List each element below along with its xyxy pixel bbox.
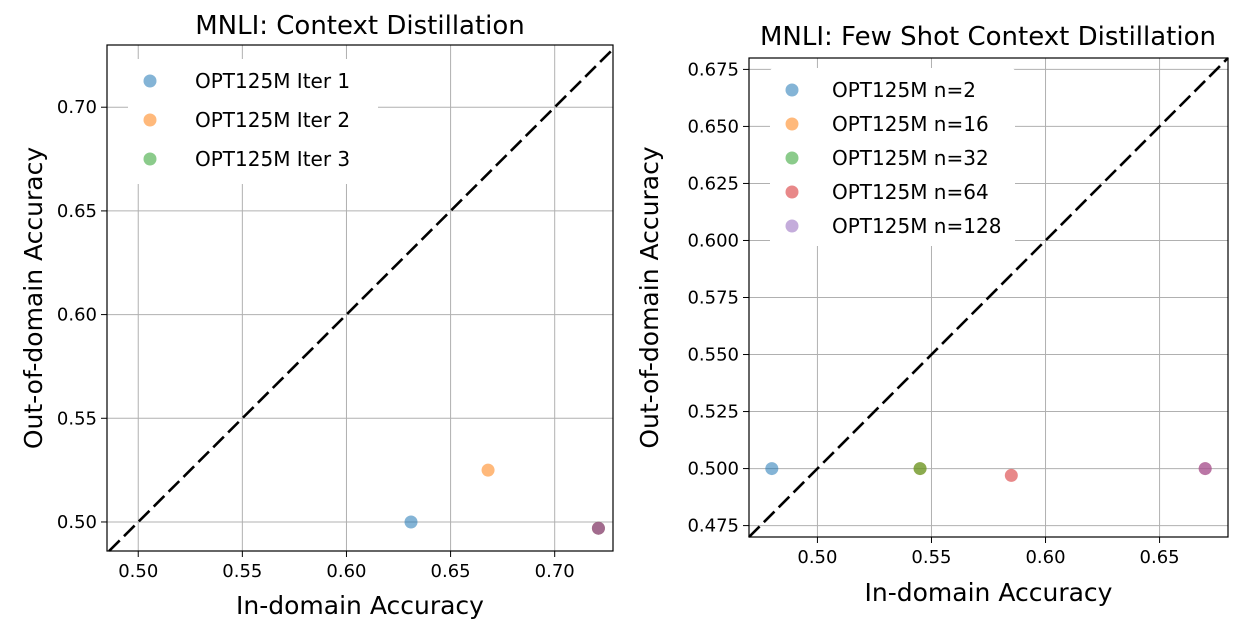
x-tick-label: 0.55 bbox=[911, 547, 951, 568]
legend-marker bbox=[143, 74, 157, 88]
legend-label: OPT125M Iter 1 bbox=[195, 69, 350, 93]
data-point bbox=[591, 521, 605, 535]
y-tick-label: 0.500 bbox=[687, 459, 739, 480]
chart-context-distillation: 0.50 0.55 0.60 0.65 0.70 0.50 0.55 0.60 0.65 0.70… bbox=[19, 11, 614, 620]
x-tick-label: 0.60 bbox=[1025, 547, 1065, 568]
x-tick-label: 0.50 bbox=[118, 561, 158, 582]
y-axis-label: Out-of-domain Accuracy bbox=[19, 147, 48, 449]
y-tick-label: 0.650 bbox=[687, 116, 739, 137]
legend-box bbox=[770, 68, 1015, 246]
legend-label: OPT125M n=16 bbox=[832, 112, 989, 136]
legend-marker bbox=[785, 83, 799, 97]
chart-few-shot-context-distillation: 0.50 0.55 0.60 0.65 0.475 0.500 0.525 0.550 0.57… bbox=[635, 22, 1229, 607]
y-tick-label: 0.65 bbox=[57, 201, 97, 222]
x-tick-label: 0.65 bbox=[431, 561, 471, 582]
legend-label: OPT125M Iter 2 bbox=[195, 108, 350, 132]
data-point bbox=[765, 462, 779, 476]
y-tick-label: 0.50 bbox=[57, 512, 97, 533]
legend-marker bbox=[143, 152, 157, 166]
data-point bbox=[1004, 468, 1018, 482]
y-tick-label: 0.525 bbox=[687, 402, 739, 423]
x-tick-label: 0.65 bbox=[1140, 547, 1180, 568]
y-tick-label: 0.60 bbox=[57, 305, 97, 326]
y-tick-label: 0.600 bbox=[687, 230, 739, 251]
data-point bbox=[404, 515, 418, 529]
diagonal-reference-line bbox=[748, 57, 1229, 538]
legend-marker bbox=[143, 113, 157, 127]
chart-title: MNLI: Few Shot Context Distillation bbox=[760, 22, 1216, 52]
x-axis-label: In-domain Accuracy bbox=[236, 591, 484, 620]
y-tick-label: 0.475 bbox=[687, 516, 739, 537]
y-tick-label: 0.625 bbox=[687, 173, 739, 194]
legend-marker bbox=[785, 117, 799, 131]
y-tick-label: 0.70 bbox=[57, 97, 97, 118]
legend-label: OPT125M Iter 3 bbox=[195, 147, 350, 171]
legend-box bbox=[128, 59, 378, 184]
legend-label: OPT125M n=32 bbox=[832, 146, 989, 170]
x-tick-label: 0.70 bbox=[535, 561, 575, 582]
plot-frame bbox=[106, 44, 614, 552]
legend-marker bbox=[785, 219, 799, 233]
x-axis-label: In-domain Accuracy bbox=[865, 578, 1113, 607]
legend-marker bbox=[785, 151, 799, 165]
legend-label: OPT125M n=128 bbox=[832, 214, 1001, 238]
legend-label: OPT125M n=2 bbox=[832, 78, 976, 102]
y-tick-label: 0.675 bbox=[687, 59, 739, 80]
y-axis-label: Out-of-domain Accuracy bbox=[635, 146, 664, 448]
diagonal-reference-line bbox=[108, 48, 614, 552]
data-point bbox=[913, 462, 927, 476]
x-tick-label: 0.60 bbox=[326, 561, 366, 582]
y-tick-label: 0.55 bbox=[57, 408, 97, 429]
legend-label: OPT125M n=64 bbox=[832, 180, 989, 204]
y-tick-label: 0.550 bbox=[687, 345, 739, 366]
legend-marker bbox=[785, 185, 799, 199]
data-point bbox=[1198, 462, 1212, 476]
x-tick-label: 0.55 bbox=[222, 561, 262, 582]
x-tick-label: 0.50 bbox=[797, 547, 837, 568]
chart-title: MNLI: Context Distillation bbox=[195, 11, 525, 41]
y-tick-label: 0.575 bbox=[687, 288, 739, 309]
data-point bbox=[481, 463, 495, 477]
